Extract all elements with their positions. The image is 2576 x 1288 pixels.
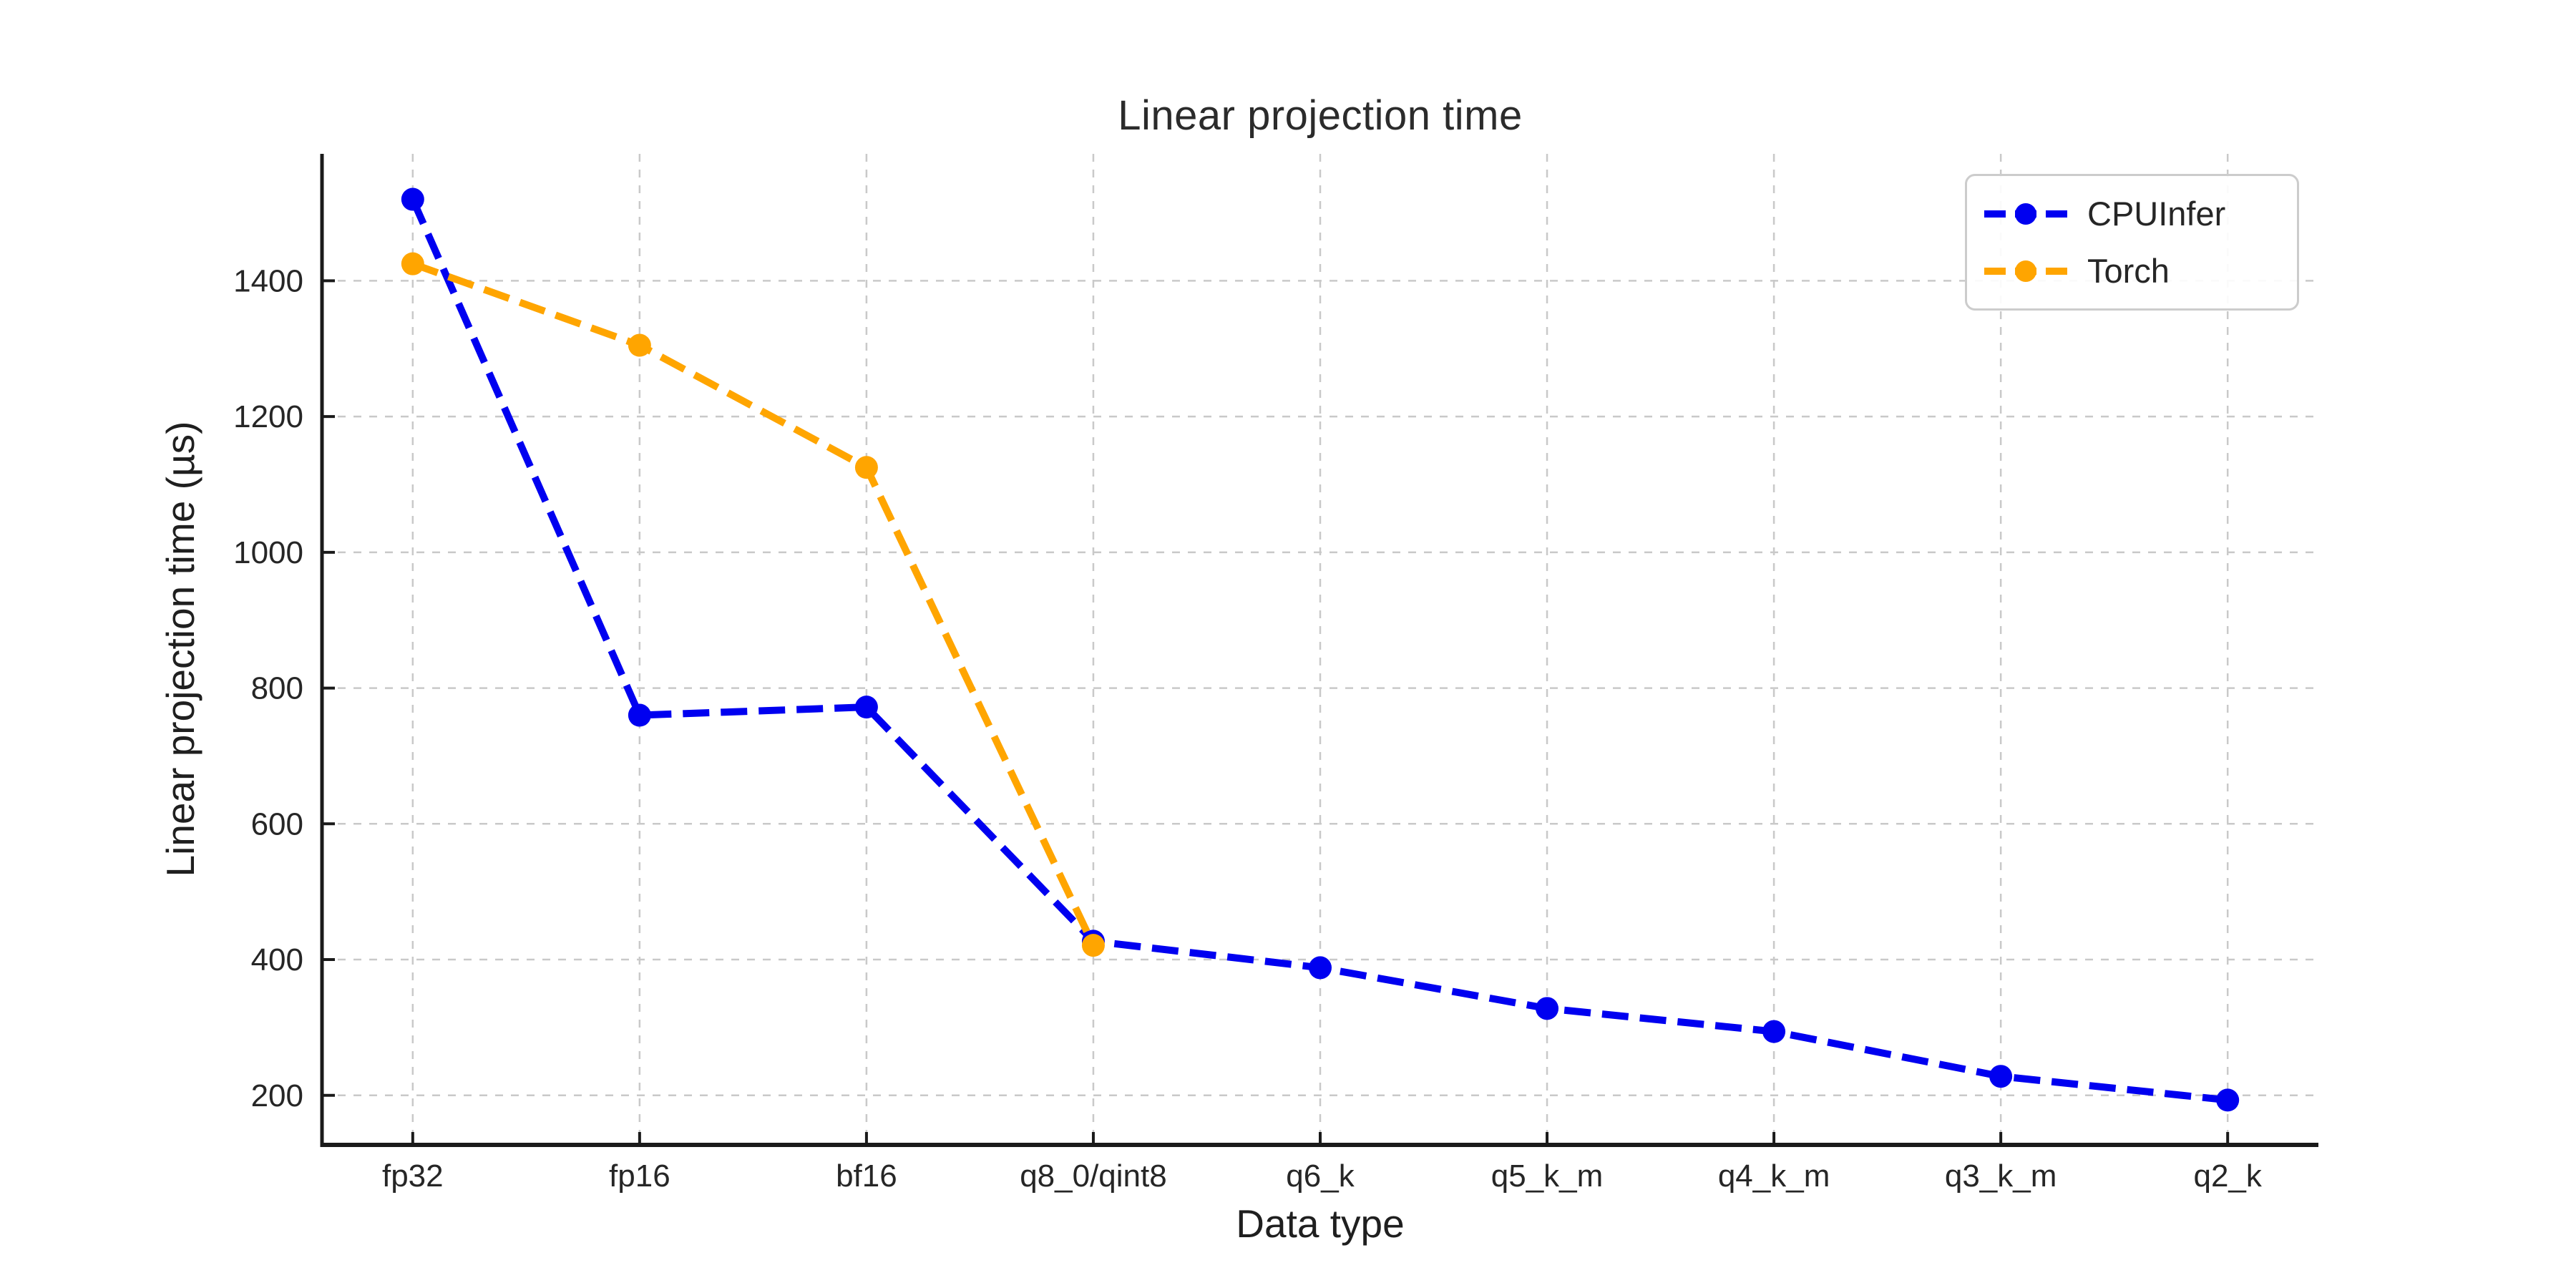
y-tick-label: 800 [251, 671, 303, 706]
data-point-Torch-fp16 [628, 333, 651, 357]
data-point-Torch-q8_0/qint8 [1081, 934, 1105, 957]
x-tick-label: bf16 [836, 1158, 897, 1194]
y-tick-label: 400 [251, 942, 303, 977]
x-tick-label: q6_k [1286, 1158, 1355, 1194]
y-tick-label: 1000 [233, 535, 303, 570]
legend-item-CPUInfer: CPUInfer [1983, 194, 2297, 233]
data-point-CPUInfer-bf16 [854, 696, 878, 719]
x-tick-label: fp16 [609, 1158, 670, 1194]
y-tick-label: 1400 [233, 263, 303, 298]
legend-label: Torch [2087, 252, 2170, 290]
data-point-CPUInfer-q2_k [2216, 1088, 2240, 1112]
y-tick-label: 1200 [233, 399, 303, 434]
data-point-CPUInfer-fp32 [401, 187, 424, 211]
x-tick-label: q3_k_m [1945, 1158, 2057, 1194]
chart-title: Linear projection time [1118, 92, 1523, 139]
data-point-CPUInfer-q5_k_m [1536, 997, 1559, 1020]
data-point-CPUInfer-q3_k_m [1989, 1065, 2013, 1088]
x-tick-label: q8_0/qint8 [1020, 1158, 1167, 1194]
x-axis-label: Data type [1236, 1201, 1405, 1246]
x-tick-label: q2_k [2193, 1158, 2262, 1194]
x-tick-label: fp32 [382, 1158, 444, 1194]
y-tick-label: 200 [251, 1078, 303, 1113]
series-line-Torch [411, 260, 1097, 947]
data-point-CPUInfer-fp16 [628, 703, 651, 727]
legend-line-sample [1984, 260, 2067, 282]
x-tick-label: q4_k_m [1718, 1158, 1830, 1194]
legend-label: CPUInfer [2087, 195, 2226, 233]
legend: CPUInfer Torch [1965, 174, 2299, 311]
legend-line-sample [1984, 203, 2067, 225]
data-point-CPUInfer-q6_k [1309, 956, 1332, 980]
data-point-CPUInfer-q4_k_m [1762, 1020, 1786, 1043]
legend-item-Torch: Torch [1983, 251, 2297, 291]
data-point-Torch-fp32 [401, 252, 424, 275]
y-tick-label: 600 [251, 806, 303, 841]
x-tick-label: q5_k_m [1491, 1158, 1604, 1194]
data-point-Torch-bf16 [854, 456, 878, 479]
